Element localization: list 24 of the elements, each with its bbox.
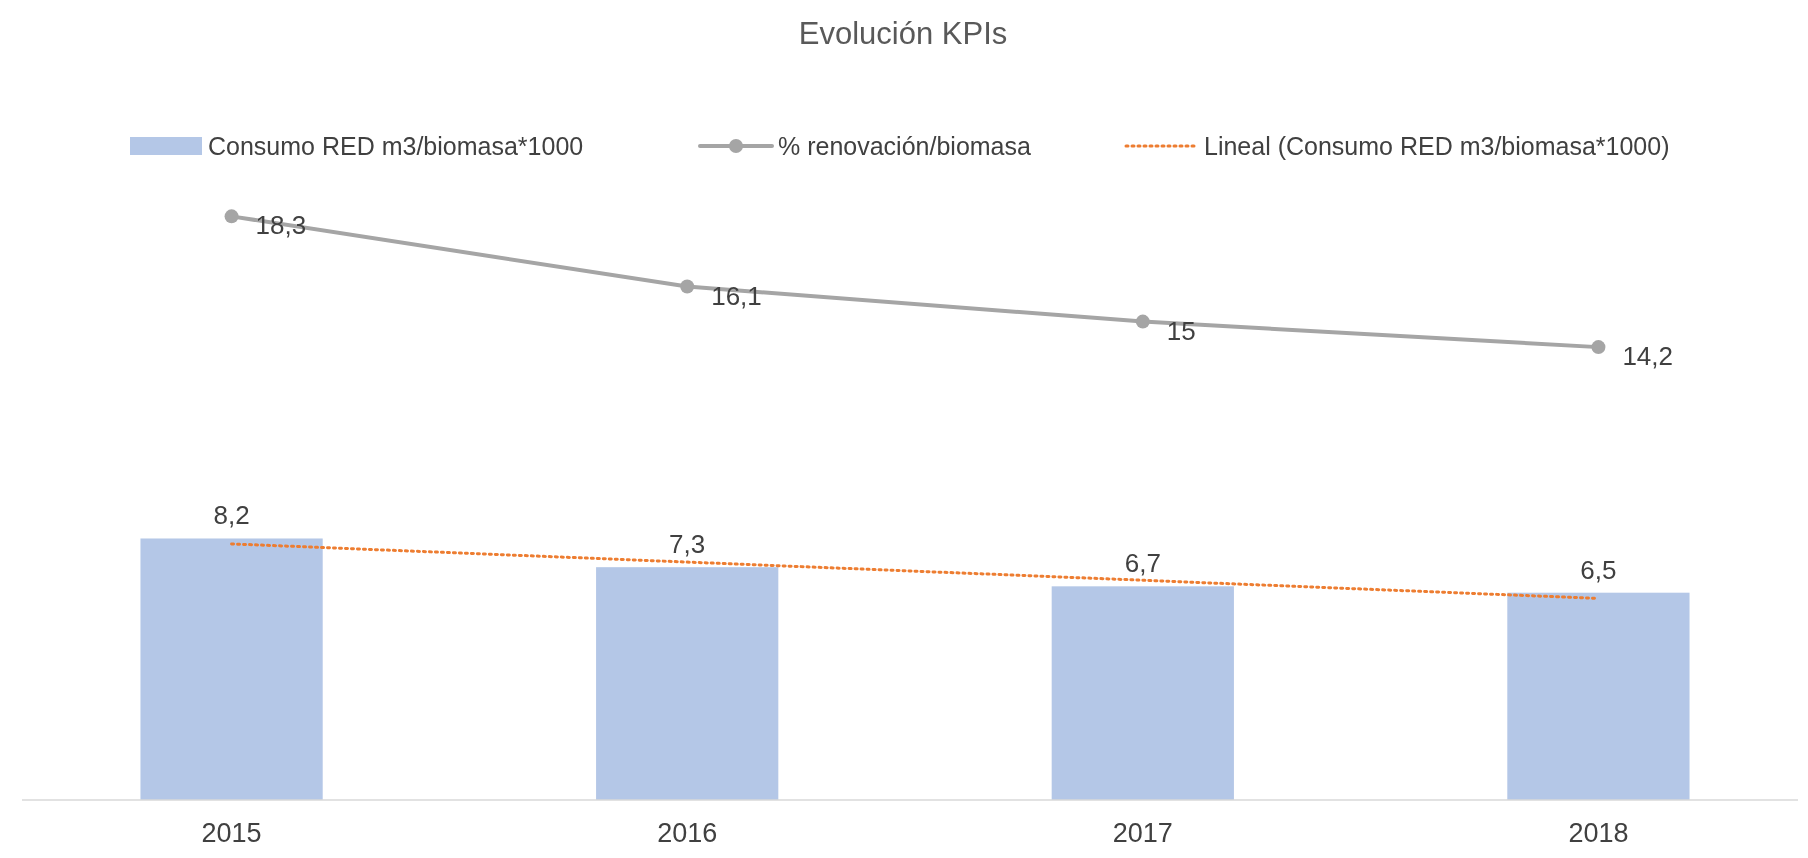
legend-label: Consumo RED m3/biomasa*1000 (208, 132, 584, 160)
point (224, 209, 239, 224)
x-tick-label: 2015 (201, 818, 262, 848)
bar (1507, 592, 1690, 800)
x-tick-label: 2017 (1112, 818, 1173, 848)
legend-label: % renovación/biomasa (778, 132, 1032, 160)
chart-title: Evolución KPIs (798, 16, 1008, 51)
point (680, 279, 695, 294)
data-label: 15 (1166, 315, 1196, 346)
data-label: 14,2 (1622, 341, 1674, 372)
bar (1051, 586, 1234, 800)
x-tick-label: 2016 (657, 818, 718, 848)
data-label: 6,7 (1124, 548, 1161, 579)
data-label: 18,3 (255, 210, 307, 241)
data-label: 6,5 (1580, 554, 1617, 585)
data-label: 16,1 (711, 280, 762, 311)
point (1591, 340, 1606, 355)
data-label: 7,3 (669, 529, 706, 560)
legend-label: Lineal (Consumo RED m3/biomasa*1000) (1204, 132, 1670, 160)
bar (596, 567, 779, 800)
data-label: 8,2 (213, 500, 250, 531)
bar (140, 538, 323, 800)
x-tick-label: 2018 (1568, 818, 1629, 848)
point (1135, 314, 1150, 329)
